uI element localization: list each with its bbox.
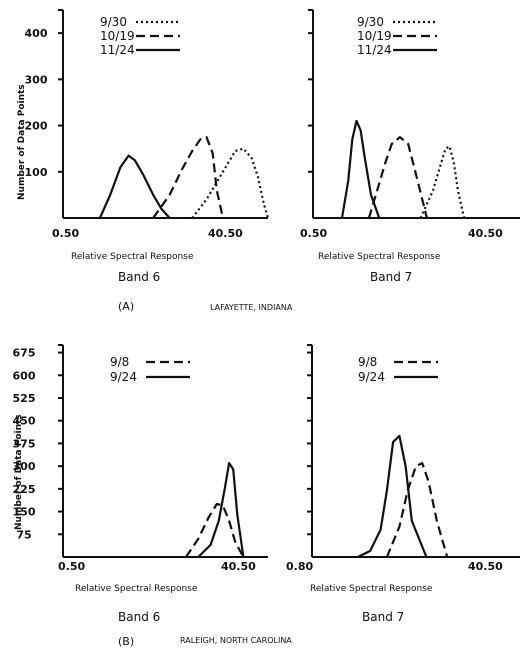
y-tick-label: 400 [25, 27, 48, 40]
series-line [191, 147, 270, 219]
chart-title: Band 7 [370, 270, 412, 284]
chart-title: Band 6 [118, 610, 160, 624]
legend: 9/89/24 [358, 355, 438, 384]
y-tick-label: 100 [25, 166, 48, 179]
legend-label: 9/30 [100, 15, 127, 29]
series-lines [357, 434, 449, 558]
series-line [340, 119, 381, 219]
legend-label: 9/8 [358, 355, 377, 369]
x-axis-label: Relative Spectral Response [310, 584, 433, 594]
x-tick-label: 0.50 [300, 227, 327, 240]
series-line [152, 136, 224, 219]
series-line [197, 462, 245, 558]
x-axis-label: Relative Spectral Response [75, 584, 198, 594]
series-line [385, 462, 449, 558]
y-axis-label: Number of Data Points [17, 84, 27, 200]
x-tick-label: 40.50 [468, 227, 503, 240]
y-ticks [307, 344, 520, 558]
x-axis-label: Relative Spectral Response [71, 252, 194, 262]
series-lines [340, 119, 466, 219]
legend: 9/89/24 [110, 355, 190, 384]
series-line [357, 434, 428, 558]
series-line [185, 502, 245, 558]
x-axis-label: Relative Spectral Response [318, 252, 441, 262]
y-tick-label: 150 [13, 506, 36, 519]
y-tick-label: 300 [13, 460, 36, 473]
panel-b-label: (B) [118, 635, 134, 648]
legend-label: 10/19 [357, 29, 392, 43]
panel-b-location: RALEIGH, NORTH CAROLINA [180, 636, 292, 645]
legend-label: 10/19 [100, 29, 135, 43]
y-tick-label: 200 [25, 120, 48, 133]
y-tick-label: 75 [16, 528, 31, 541]
y-tick-label: 600 [13, 369, 36, 382]
x-tick-label: 0.50 [52, 227, 79, 240]
series-lines [185, 462, 245, 558]
chart-title: Band 6 [118, 270, 160, 284]
chart-b-band-7: 9/89/24 0.80 40.50 Relative Spectral Res… [286, 344, 520, 624]
x-tick-label: 40.50 [221, 560, 256, 573]
legend-label: 9/24 [358, 370, 385, 384]
legend-label: 11/24 [100, 43, 135, 57]
y-tick-label: 375 [13, 437, 36, 450]
y-tick-label: 450 [13, 415, 36, 428]
chart-title: Band 7 [362, 610, 404, 624]
series-lines [98, 136, 270, 219]
legend-label: 9/24 [110, 370, 137, 384]
y-ticks [308, 9, 520, 219]
x-tick-label: 0.80 [286, 560, 313, 573]
legend-label: 9/30 [357, 15, 384, 29]
y-tick-label: 225 [13, 483, 36, 496]
y-tick-label: 525 [13, 392, 36, 405]
series-line [367, 136, 428, 219]
y-tick-label: 300 [25, 73, 48, 86]
legend-label: 11/24 [357, 43, 392, 57]
series-line [419, 145, 466, 219]
y-tick-label: 675 [13, 347, 36, 360]
panel-a-label: (A) [118, 300, 134, 313]
legend-label: 9/8 [110, 355, 129, 369]
y-ticks: 100 200 300 400 [25, 9, 268, 219]
x-tick-label: 0.50 [58, 560, 85, 573]
x-tick-label: 40.50 [468, 560, 503, 573]
x-tick-label: 40.50 [208, 227, 243, 240]
series-line [98, 154, 171, 219]
y-ticks: 75 150 225 300 375 450 525 600 675 [13, 344, 268, 558]
panel-a-location: LAFAYETTE, INDIANA [210, 303, 293, 312]
y-axis-label: Number of Data Points [14, 414, 24, 530]
